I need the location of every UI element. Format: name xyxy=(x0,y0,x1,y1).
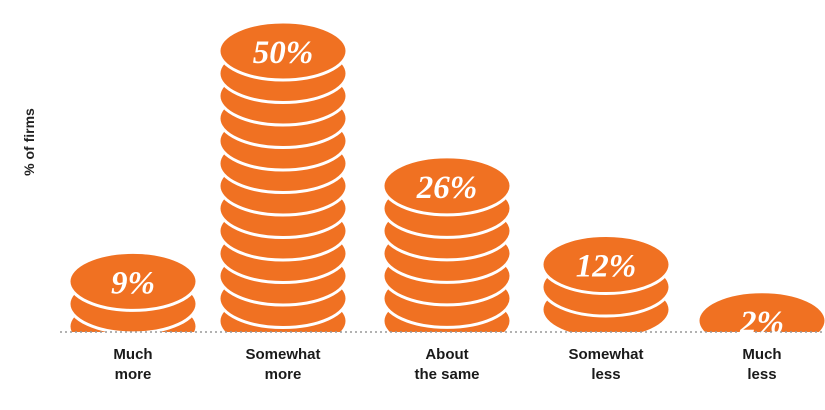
coin xyxy=(696,290,825,332)
coin xyxy=(381,155,513,217)
coin-stack xyxy=(381,155,513,332)
value-label: 9% xyxy=(111,265,155,301)
coin-stack xyxy=(67,250,199,332)
value-label: 12% xyxy=(576,249,637,285)
category-label: Much xyxy=(742,346,781,363)
value-labels: 9% 50% 26% 12% 2% xyxy=(111,35,784,341)
y-axis-label: % of firms xyxy=(21,108,37,176)
value-label: 26% xyxy=(416,170,478,206)
value-label: 2% xyxy=(739,305,784,341)
category-label: less xyxy=(747,366,776,383)
coin xyxy=(67,250,199,312)
coin xyxy=(540,234,672,296)
coin-stack xyxy=(540,234,672,332)
coin-stack xyxy=(696,290,825,332)
coin-stacks xyxy=(67,20,825,332)
coin-stack xyxy=(217,20,349,332)
category-label: About xyxy=(425,346,468,363)
category-label: the same xyxy=(414,366,479,383)
category-labels: Much more Somewhat more About the same Somewha… xyxy=(113,346,781,383)
category-label: less xyxy=(591,366,620,383)
category-label: Somewhat xyxy=(245,346,320,363)
coin xyxy=(217,20,349,82)
category-label: Much xyxy=(113,346,152,363)
category-label: more xyxy=(265,366,302,383)
value-label: 50% xyxy=(253,35,314,71)
category-label: Somewhat xyxy=(568,346,643,363)
category-label: more xyxy=(115,366,152,383)
